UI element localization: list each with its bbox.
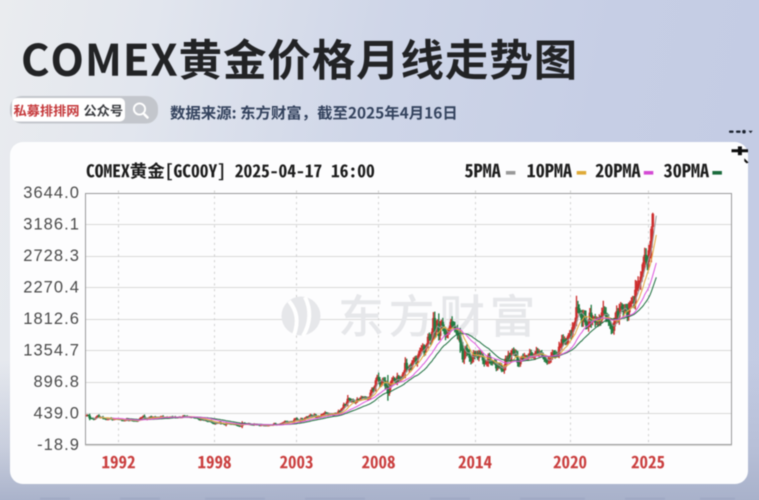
svg-text:896.8: 896.8 (33, 373, 80, 391)
svg-text:1812.6: 1812.6 (23, 310, 80, 328)
svg-text:2270.4: 2270.4 (23, 279, 80, 297)
svg-text:3186.1: 3186.1 (23, 216, 80, 234)
svg-text:3644.0: 3644.0 (23, 184, 80, 202)
svg-text:-18.9: -18.9 (37, 436, 80, 454)
svg-text:2728.3: 2728.3 (23, 247, 80, 265)
svg-text:439.0: 439.0 (33, 405, 80, 423)
svg-text:1354.7: 1354.7 (23, 342, 80, 360)
